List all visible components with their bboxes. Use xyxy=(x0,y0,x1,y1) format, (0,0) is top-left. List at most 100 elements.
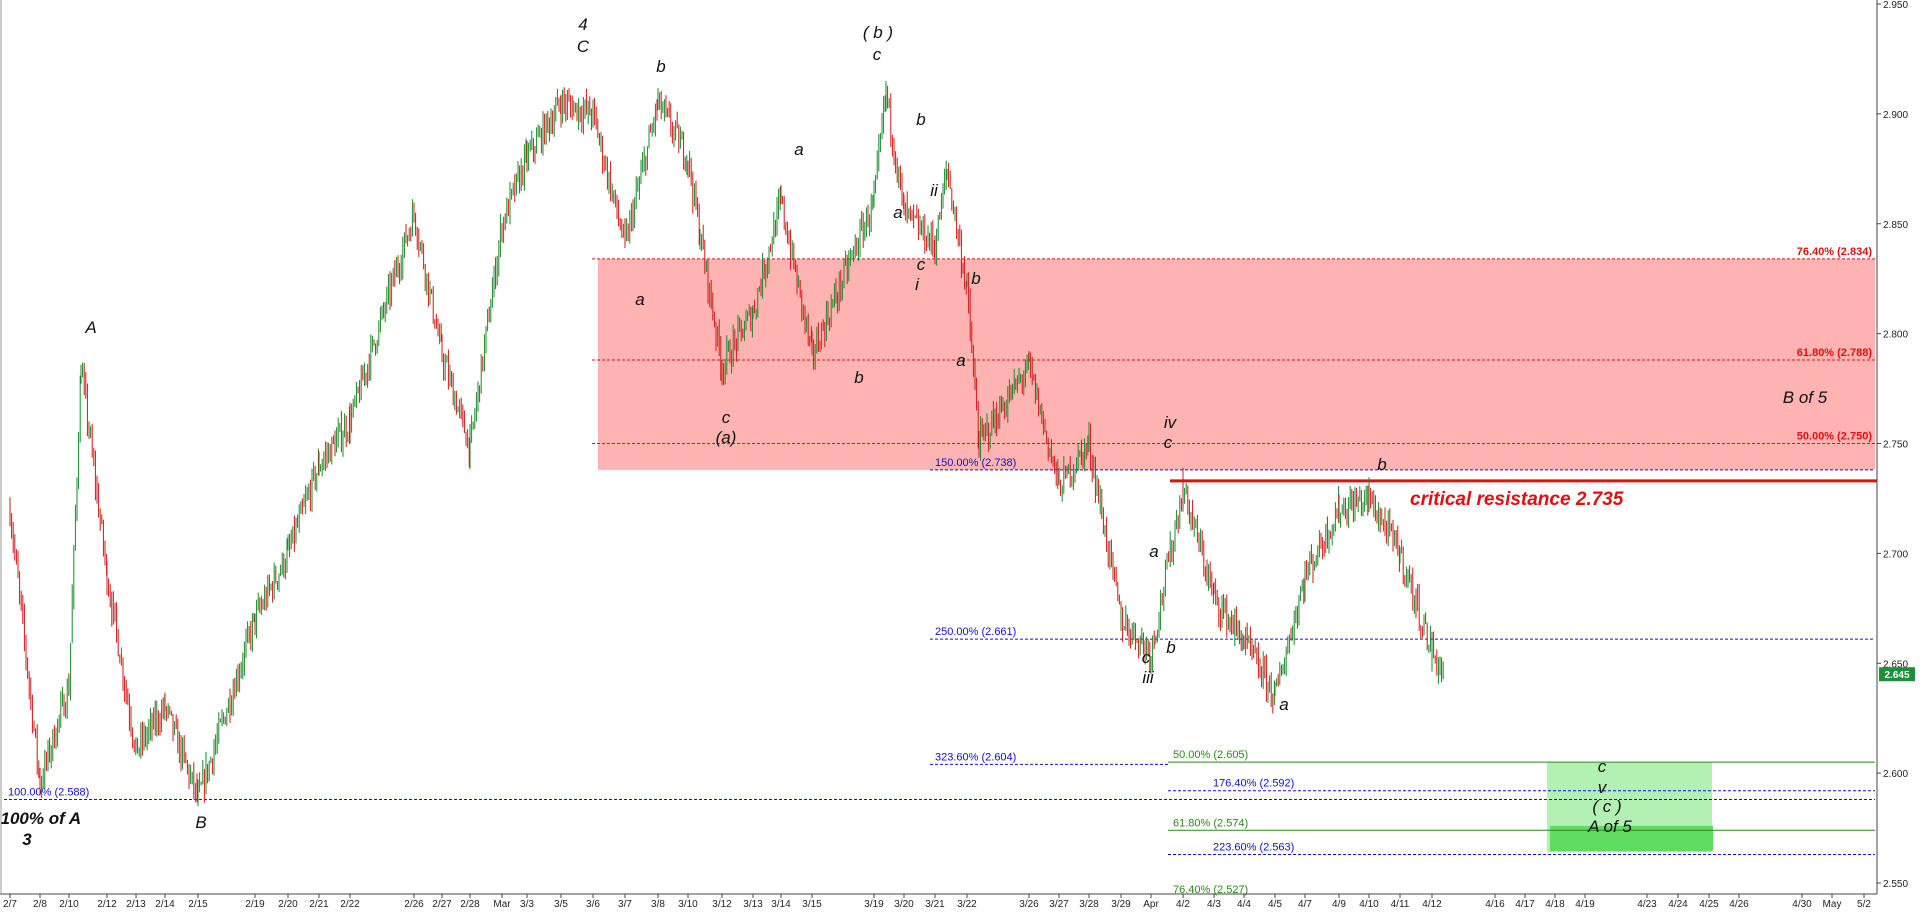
wave-label-29: B of 5 xyxy=(1783,388,1828,407)
x-tick-label-49: 4/25 xyxy=(1699,899,1719,910)
x-tick-label-4: 2/13 xyxy=(126,899,146,910)
x-tick-label-40: 4/10 xyxy=(1359,899,1379,910)
fib-label-9: 50.00% (2.605) xyxy=(1173,749,1248,761)
last-price-badge xyxy=(1879,667,1915,682)
fib-levels: 76.40% (2.834) 61.80% (2.788) 50.00% (2.75… xyxy=(4,246,1877,896)
wave-label-14: b xyxy=(916,110,925,129)
x-tick-label-20: 3/10 xyxy=(678,899,698,910)
wave-label-18: i xyxy=(915,275,920,294)
x-tick-label-47: 4/23 xyxy=(1637,899,1657,910)
x-tick-label-45: 4/18 xyxy=(1545,899,1565,910)
wave-label-30: c xyxy=(1598,757,1607,776)
x-tick-label-32: 3/29 xyxy=(1111,899,1131,910)
x-tick-label-36: 4/4 xyxy=(1237,899,1251,910)
x-tick-label-19: 3/8 xyxy=(651,899,665,910)
x-tick-label-42: 4/12 xyxy=(1422,899,1442,910)
fib-label-6: 100.00% (2.588) xyxy=(8,787,89,799)
x-tick-label-29: 3/26 xyxy=(1019,899,1039,910)
x-tick-label-51: 4/30 xyxy=(1792,899,1812,910)
fib-label-11: 76.40% (2.527) xyxy=(1173,884,1248,896)
x-tick-label-50: 4/26 xyxy=(1729,899,1749,910)
x-tick-label-9: 2/21 xyxy=(309,899,329,910)
x-tick-label-41: 4/11 xyxy=(1391,899,1410,910)
x-tick-label-3: 2/12 xyxy=(97,899,117,910)
x-tick-label-5: 2/14 xyxy=(155,899,175,910)
x-tick-label-17: 3/6 xyxy=(586,899,600,910)
x-tick-label-7: 2/19 xyxy=(245,899,265,910)
x-tick-label-21: 3/12 xyxy=(712,899,732,910)
wave-label-9: (a) xyxy=(716,428,737,447)
y-tick-label-2: 2.850 xyxy=(1883,220,1908,231)
x-tick-label-14: Mar xyxy=(493,899,511,910)
fib-label-10: 61.80% (2.574) xyxy=(1173,817,1248,829)
fib-label-8: 223.60% (2.563) xyxy=(1213,841,1294,853)
x-tick-label-27: 3/21 xyxy=(925,899,945,910)
fib-label-2: 50.00% (2.750) xyxy=(1797,431,1873,443)
y-tick-label-5: 2.700 xyxy=(1883,549,1908,560)
fib-label-4: 250.00% (2.661) xyxy=(935,626,1016,638)
wave-label-26: iii xyxy=(1142,668,1155,687)
x-tick-label-1: 2/8 xyxy=(33,899,47,910)
wave-label-13: c xyxy=(873,45,882,64)
y-tick-label-1: 2.900 xyxy=(1883,110,1908,121)
x-tick-label-10: 2/22 xyxy=(340,899,360,910)
fib-label-3: 150.00% (2.738) xyxy=(935,457,1016,469)
x-tick-label-12: 2/27 xyxy=(432,899,452,910)
wave-label-31: v xyxy=(1598,778,1608,797)
x-tick-label-52: May xyxy=(1823,899,1842,910)
wave-label-15: a xyxy=(893,203,902,222)
candles xyxy=(9,80,1444,807)
x-tick-label-26: 3/20 xyxy=(894,899,914,910)
wave-label-11: b xyxy=(854,368,863,387)
x-tick-label-24: 3/15 xyxy=(802,899,822,910)
wave-label-28: b xyxy=(1377,455,1386,474)
x-tick-label-33: Apr xyxy=(1143,899,1159,910)
wave-label-22: c xyxy=(1164,433,1173,452)
x-tick-label-22: 3/13 xyxy=(743,899,763,910)
x-tick-label-8: 2/20 xyxy=(278,899,298,910)
wave-label-16: ii xyxy=(930,181,939,200)
x-tick-label-30: 3/27 xyxy=(1049,899,1069,910)
x-tick-label-0: 2/7 xyxy=(3,899,17,910)
wave-label-4: 4 xyxy=(578,15,587,34)
x-tick-label-31: 3/28 xyxy=(1079,899,1099,910)
x-tick-label-2: 2/10 xyxy=(59,899,79,910)
wave-label-1: B xyxy=(195,813,206,832)
wave-label-8: c xyxy=(722,408,731,427)
x-tick-label-35: 4/3 xyxy=(1207,899,1221,910)
x-tick-label-15: 3/3 xyxy=(520,899,534,910)
y-tick-label-3: 2.800 xyxy=(1883,330,1908,341)
y-tick-label-6: 2.650 xyxy=(1883,659,1908,670)
wave-label-12: ( b ) xyxy=(863,23,893,42)
x-tick-label-39: 4/9 xyxy=(1332,899,1346,910)
x-tick-label-43: 4/16 xyxy=(1485,899,1505,910)
x-tick-label-16: 3/5 xyxy=(554,899,568,910)
wave-label-27: a xyxy=(1279,695,1288,714)
fib-label-5: 323.60% (2.604) xyxy=(935,751,1016,763)
wave-label-19: b xyxy=(971,269,980,288)
x-tick-label-13: 2/28 xyxy=(460,899,480,910)
x-tick-label-37: 4/5 xyxy=(1268,899,1282,910)
last-price-label: 2.645 xyxy=(1884,670,1909,681)
wave-label-23: a xyxy=(1149,542,1158,561)
x-tick-label-34: 4/2 xyxy=(1176,899,1190,910)
wave-label-7: a xyxy=(635,290,644,309)
wave-label-25: c xyxy=(1142,648,1151,667)
wave-label-6: b xyxy=(656,57,665,76)
x-tick-label-48: 4/24 xyxy=(1668,899,1688,910)
x-tick-label-11: 2/26 xyxy=(404,899,424,910)
wave-label-21: iv xyxy=(1164,413,1178,432)
y-tick-label-8: 2.550 xyxy=(1883,879,1908,890)
x-tick-label-38: 4/7 xyxy=(1298,899,1312,910)
x-tick-label-28: 3/22 xyxy=(957,899,977,910)
wave-label-17: c xyxy=(917,255,926,274)
zones-layer xyxy=(598,258,1875,853)
x-tick-label-18: 3/7 xyxy=(618,899,632,910)
wave-label-5: C xyxy=(577,37,590,56)
red-target-zone xyxy=(598,258,1875,470)
wave-label-32: ( c ) xyxy=(1592,797,1621,816)
fib-label-1: 61.80% (2.788) xyxy=(1797,347,1873,359)
